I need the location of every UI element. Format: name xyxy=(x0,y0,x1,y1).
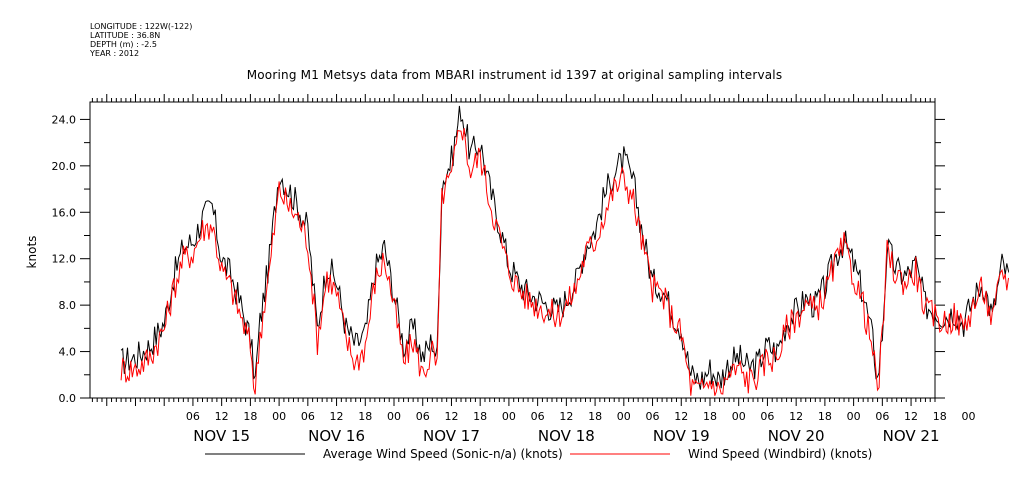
x-day-label: NOV 19 xyxy=(653,427,710,445)
x-tick-label: 06 xyxy=(760,410,774,423)
y-tick-label: 8.0 xyxy=(59,299,77,312)
x-tick-label: 00 xyxy=(847,410,861,423)
x-tick-label: 06 xyxy=(646,410,660,423)
x-tick-label: 18 xyxy=(818,410,832,423)
x-tick-label: 00 xyxy=(272,410,286,423)
metadata-block: LONGITUDE : 122W(-122) LATITUDE : 36.8N … xyxy=(90,22,192,58)
chart-title: Mooring M1 Metsys data from MBARI instru… xyxy=(246,68,783,82)
x-tick-label: 06 xyxy=(301,410,315,423)
legend-label-sonic: Average Wind Speed (Sonic-n/a) (knots) xyxy=(323,447,563,461)
x-day-label: NOV 15 xyxy=(193,427,250,445)
x-day-label: NOV 17 xyxy=(423,427,480,445)
x-tick-label: 00 xyxy=(617,410,631,423)
x-day-label: NOV 21 xyxy=(883,427,940,445)
plot-border xyxy=(89,101,936,399)
latitude-text: LATITUDE : 36.8N xyxy=(90,31,161,40)
x-tick-label: 06 xyxy=(875,410,889,423)
x-tick-label: 06 xyxy=(416,410,430,423)
longitude-text: LONGITUDE : 122W(-122) xyxy=(90,22,193,31)
x-tick-label: 12 xyxy=(215,410,229,423)
y-tick-label: 0.0 xyxy=(59,392,77,405)
x-tick-label: 18 xyxy=(703,410,717,423)
y-axis-title: knots xyxy=(25,236,39,269)
x-tick-label: 12 xyxy=(789,410,803,423)
x-tick-label: 00 xyxy=(502,410,516,423)
x-tick-label: 00 xyxy=(387,410,401,423)
x-day-label: NOV 18 xyxy=(538,427,595,445)
x-tick-label: 06 xyxy=(531,410,545,423)
x-tick-label: 12 xyxy=(330,410,344,423)
x-tick-label: 18 xyxy=(588,410,602,423)
y-tick-label: 12.0 xyxy=(52,253,77,266)
x-day-label: NOV 16 xyxy=(308,427,365,445)
x-tick-label: 00 xyxy=(962,410,976,423)
legend: Average Wind Speed (Sonic-n/a) (knots) Wi… xyxy=(205,447,872,461)
x-tick-label: 00 xyxy=(732,410,746,423)
series-line-sonic xyxy=(120,105,1009,390)
x-tick-label: 06 xyxy=(186,410,200,423)
x-tick-label: 18 xyxy=(358,410,372,423)
minor-ticks xyxy=(91,94,936,406)
x-axis: 06 12 18 00 06 12 18 00 06 12 18 00 06 12 18 00 06 12 18 00… xyxy=(186,410,976,445)
series-line-windbird xyxy=(120,128,1009,396)
y-tick-label: 16.0 xyxy=(52,206,77,219)
series-layer xyxy=(120,105,1009,396)
x-tick-label: 12 xyxy=(444,410,458,423)
x-tick-label: 12 xyxy=(904,410,918,423)
x-tick-label: 18 xyxy=(473,410,487,423)
x-tick-label: 18 xyxy=(243,410,257,423)
y-tick-label: 20.0 xyxy=(52,160,77,173)
y-tick-label: 4.0 xyxy=(59,346,77,359)
legend-label-windbird: Wind Speed (Windbird) (knots) xyxy=(688,447,872,461)
year-text: YEAR : 2012 xyxy=(90,49,140,58)
x-day-label: NOV 20 xyxy=(768,427,825,445)
plot-frame xyxy=(89,101,936,399)
x-tick-label: 12 xyxy=(674,410,688,423)
x-tick-label: 18 xyxy=(933,410,947,423)
depth-text: DEPTH (m) : -2.5 xyxy=(90,40,157,49)
x-tick-label: 12 xyxy=(559,410,573,423)
y-tick-label: 24.0 xyxy=(52,113,77,126)
y-axis: 0.0 4.0 8.0 12.0 16.0 20.0 24.0 xyxy=(52,113,945,405)
